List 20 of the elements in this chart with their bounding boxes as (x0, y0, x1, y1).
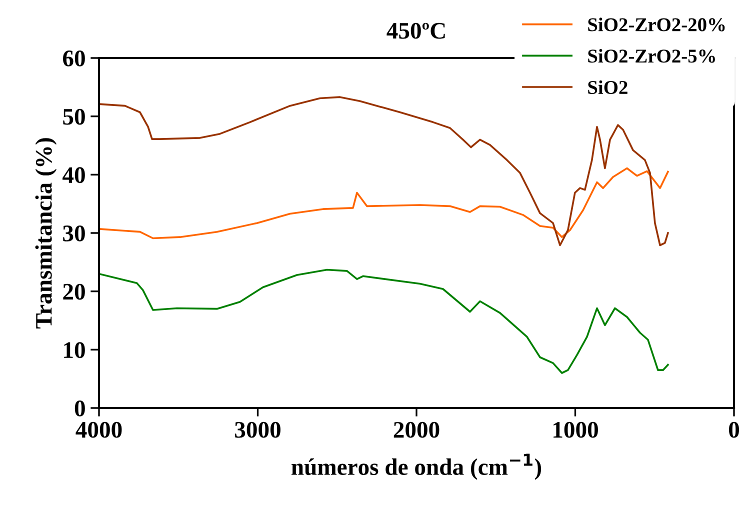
y-tick-label: 60 (63, 50, 85, 66)
legend-label: SiO2 (588, 80, 628, 94)
x-axis-title: números de onda (cm$^{−1}$) (292, 454, 542, 480)
y-tick-label: 40 (62, 167, 85, 184)
y-tick-label: 0 (74, 400, 85, 416)
chart-title: 450ºC (386, 22, 445, 39)
legend-label: SiO2-ZrO2-5% (588, 48, 715, 63)
y-tick-label: 50 (63, 108, 85, 125)
legend-label: SiO2-ZrO2-20% (588, 18, 725, 32)
x-tick-label: 0 (728, 422, 740, 438)
x-tick-label: 2000 (394, 422, 440, 438)
y-tick-label: 20 (63, 284, 85, 300)
line-series (99, 268, 669, 374)
x-tick-label: 1000 (554, 422, 598, 438)
y-tick-label: 10 (64, 342, 85, 358)
x-tick-label: 4000 (76, 422, 122, 438)
x-tick-label: 3000 (235, 422, 280, 438)
line-series (99, 167, 669, 240)
y-tick-label: 30 (63, 225, 85, 242)
y-axis-title: Transmitancia (%) (35, 138, 57, 328)
